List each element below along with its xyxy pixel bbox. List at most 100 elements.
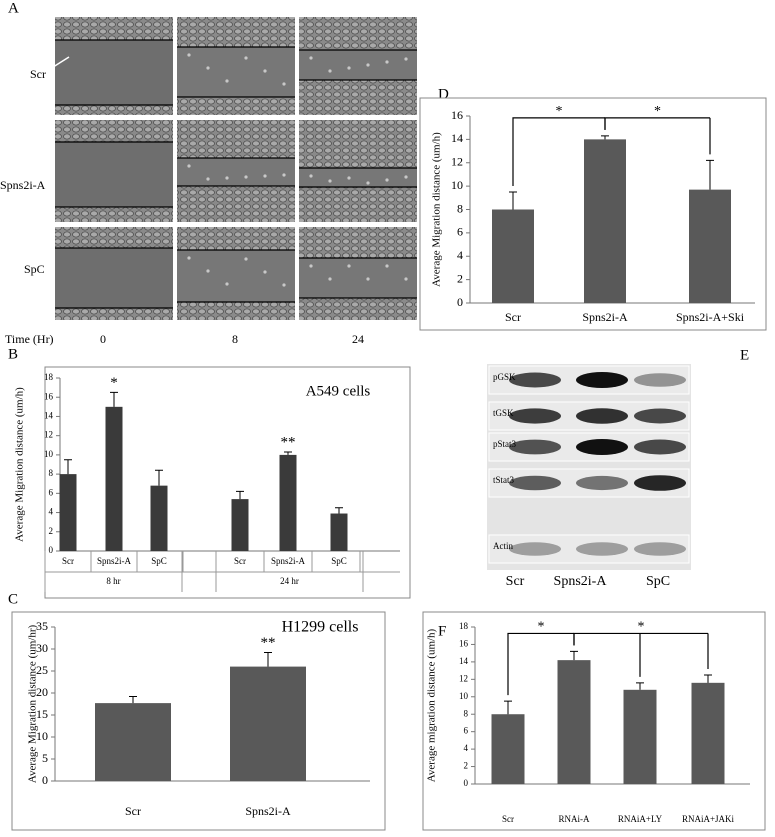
- debris: [347, 264, 351, 268]
- bar: [150, 485, 168, 551]
- band: [634, 373, 686, 387]
- band: [576, 439, 628, 455]
- band: [634, 542, 686, 556]
- error-bar: [704, 674, 712, 683]
- row-label: Scr: [30, 67, 46, 81]
- y-tick-label: 0: [42, 773, 48, 787]
- x-tick-label: SpC: [331, 556, 347, 566]
- panel-letter: D: [438, 86, 449, 102]
- chart-frame: [422, 611, 766, 831]
- band: [634, 475, 686, 491]
- band: [509, 542, 561, 556]
- x-tick-label: Scr: [62, 556, 74, 566]
- y-tick-label: 14: [459, 656, 469, 666]
- debris: [187, 164, 191, 168]
- error-bar: [570, 650, 578, 661]
- debris: [404, 175, 408, 179]
- band: [634, 439, 686, 455]
- y-tick-label: 2: [457, 271, 463, 285]
- debris: [187, 53, 191, 57]
- bar: [59, 474, 77, 551]
- debris: [225, 176, 229, 180]
- significance-label: *: [538, 620, 545, 635]
- debris: [225, 79, 229, 83]
- debris: [328, 277, 332, 281]
- error-bar: [110, 391, 118, 407]
- y-tick-label: 10: [36, 729, 48, 743]
- bar: [557, 660, 591, 784]
- y-tick-label: 12: [459, 673, 468, 683]
- y-tick-label: 4: [464, 743, 469, 753]
- blot-row-label: pGSK: [493, 372, 516, 382]
- y-tick-label: 12: [44, 430, 53, 440]
- blot-row-label: tStat3: [493, 475, 515, 485]
- y-tick-label: 35: [36, 619, 48, 633]
- y-tick-label: 2: [49, 526, 54, 536]
- debris: [187, 256, 191, 260]
- y-tick-label: 0: [457, 295, 463, 309]
- x-tick-label: Scr: [502, 814, 514, 824]
- y-tick-label: 4: [457, 248, 463, 262]
- debris: [244, 257, 248, 261]
- debris: [244, 175, 248, 179]
- y-tick-label: 16: [459, 639, 469, 649]
- x-tick-label: Scr: [505, 310, 521, 324]
- blot-strip: [488, 534, 690, 564]
- significance-label: *: [638, 620, 645, 635]
- panel-letter: A: [8, 0, 19, 16]
- error-bar: [335, 507, 343, 514]
- y-tick-label: 25: [36, 663, 48, 677]
- debris: [225, 282, 229, 286]
- debris: [385, 264, 389, 268]
- y-tick-label: 8: [49, 468, 54, 478]
- y-tick-label: 0: [49, 545, 54, 555]
- band: [509, 475, 561, 491]
- y-tick-label: 30: [36, 641, 48, 655]
- significance-bracket: [604, 117, 711, 155]
- panel-letter: F: [438, 623, 446, 639]
- band: [509, 408, 561, 424]
- debris: [309, 264, 313, 268]
- panel-e: pGSK tGSK pStat3 tStat3 Actin Scr Spns2i-A SpC: [487, 364, 691, 589]
- band: [509, 372, 561, 388]
- debris: [404, 277, 408, 281]
- x-tick-label: RNAi-A: [559, 814, 590, 824]
- x-tick-label: Spns2i-A: [97, 556, 132, 566]
- significance-bracket: [573, 632, 709, 677]
- significance-label: *: [110, 375, 118, 391]
- wound-area: [299, 168, 417, 187]
- pointer: [49, 56, 70, 70]
- wound-area: [55, 248, 173, 308]
- lane-label: Spns2i-A: [554, 574, 608, 589]
- x-tick-label: Scr: [234, 556, 246, 566]
- debris: [206, 177, 210, 181]
- debris: [206, 66, 210, 70]
- y-tick-label: 10: [44, 449, 54, 459]
- x-tick-label: Spns2i-A+Ski: [676, 310, 745, 324]
- bar: [491, 714, 525, 784]
- y-axis-label: Average Migration distance (um/h): [431, 132, 443, 287]
- lane-label: Scr: [506, 574, 525, 589]
- error-bar: [706, 159, 714, 190]
- band: [576, 408, 628, 424]
- bar: [231, 499, 249, 551]
- debris: [347, 66, 351, 70]
- chart-title: H1299 cells: [282, 619, 359, 636]
- time-point: 8: [232, 332, 238, 346]
- error-bar: [601, 135, 609, 140]
- error-bar: [504, 700, 512, 715]
- bar: [691, 682, 725, 784]
- band: [576, 542, 628, 556]
- debris: [366, 277, 370, 281]
- wound-area: [299, 258, 417, 298]
- wound-area: [177, 47, 295, 97]
- y-tick-label: 18: [459, 621, 469, 631]
- error-bar: [155, 469, 163, 486]
- bar: [584, 139, 626, 303]
- wound-area: [177, 158, 295, 186]
- debris: [385, 178, 389, 182]
- x-tick-label: Spns2i-A: [582, 310, 628, 324]
- debris: [263, 270, 267, 274]
- group-label: 8 hr: [106, 576, 120, 586]
